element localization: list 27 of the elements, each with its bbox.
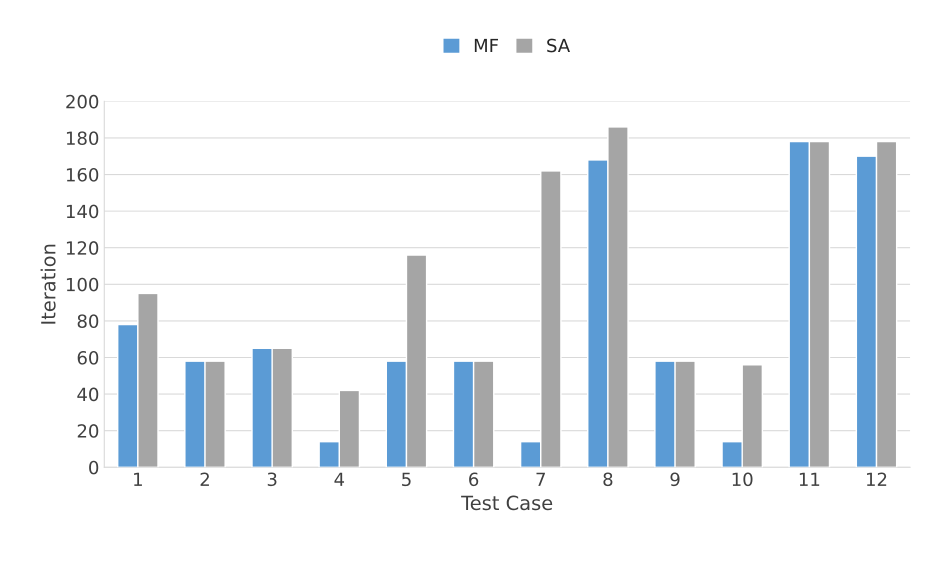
y-tick-label: 20 — [78, 424, 98, 438]
y-tick-label: 160 — [66, 168, 98, 182]
x-tick-label: 7 — [536, 472, 545, 486]
y-tick-label: 180 — [66, 131, 98, 146]
y-tick-label: 100 — [66, 278, 98, 292]
y-tick-label: 120 — [66, 241, 98, 255]
y-axis-title: Iteration — [40, 244, 56, 324]
legend-label: SA — [547, 38, 570, 52]
y-tick-label: 80 — [78, 314, 98, 328]
y-tick-label: 200 — [66, 94, 98, 108]
x-tick-label: 3 — [268, 472, 276, 486]
x-axis-title: Test Case — [461, 496, 552, 510]
x-tick-label: 2 — [200, 472, 209, 486]
x-tick-label: 6 — [469, 472, 478, 486]
x-tick-label: 10 — [732, 472, 752, 486]
x-tick-label: 11 — [800, 472, 820, 486]
y-tick-label: 40 — [77, 388, 98, 402]
x-tick-label: 8 — [603, 472, 612, 486]
y-tick-label: 140 — [66, 204, 98, 218]
y-tick-label: 0 — [89, 460, 98, 474]
x-tick-label: 1 — [134, 472, 142, 486]
x-tick-label: 5 — [402, 472, 411, 486]
x-tick-label: 12 — [867, 472, 886, 486]
x-tick-label: 4 — [334, 472, 344, 486]
x-tick-label: 9 — [670, 472, 680, 486]
legend-label: MF — [474, 38, 498, 52]
y-tick-label: 60 — [78, 350, 98, 365]
